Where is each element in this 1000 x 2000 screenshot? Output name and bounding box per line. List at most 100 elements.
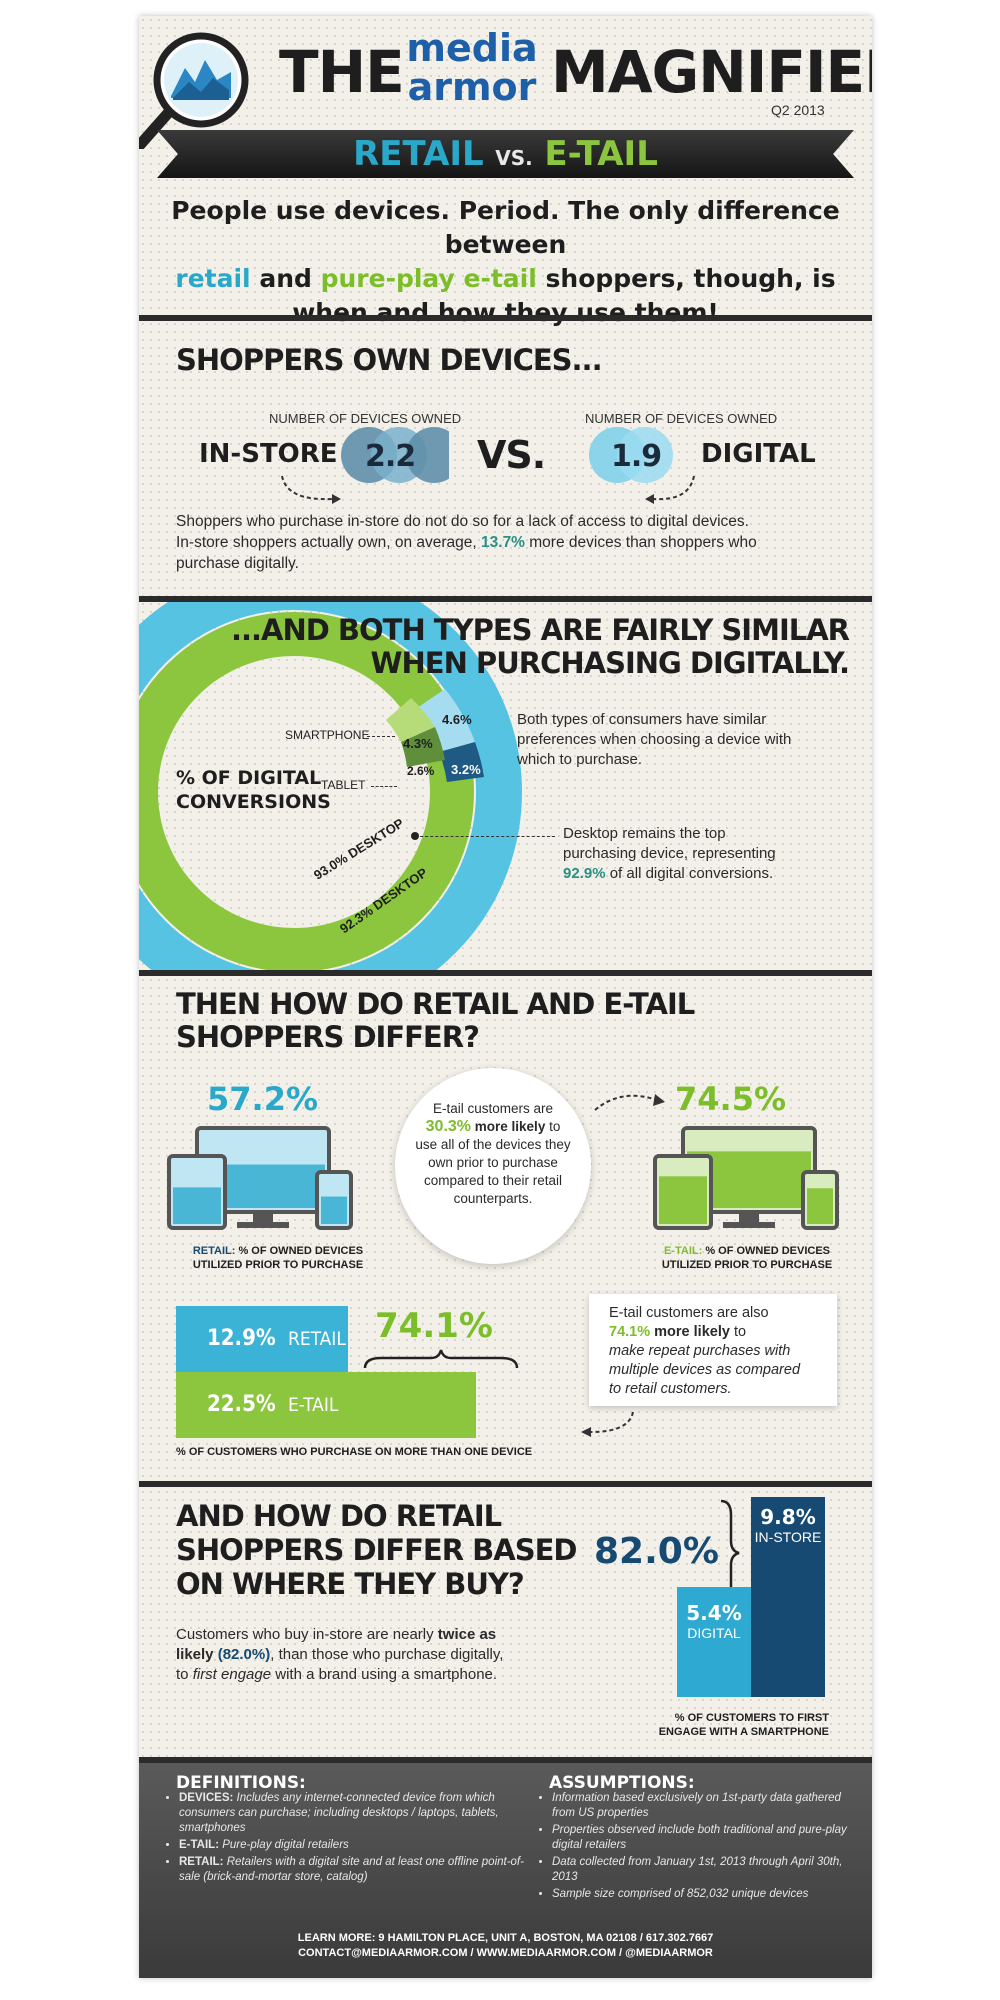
similar-heading-line-2: WHEN PURCHASING DIGITALLY. [370, 646, 851, 680]
desktop-note-2: purchasing device, representing [563, 845, 776, 862]
similar-note: Both types of consumers have similar pre… [517, 710, 847, 770]
etail-caption-b: % OF OWNED DEVICES [702, 1245, 831, 1257]
etail-bar-text: 22.5% E-TAIL [207, 1392, 338, 1417]
where-line-3: to first engage with a brand using a sma… [176, 1665, 586, 1685]
assumption-1: Information based exclusively on 1st-par… [552, 1791, 852, 1821]
repeat-pct: 74.1% [609, 1324, 651, 1340]
retail-devices-icon [167, 1126, 353, 1230]
differ-heading-2: SHOPPERS DIFFER? [176, 1020, 480, 1054]
outer-smartphone-value: 4.6% [442, 712, 472, 727]
retail-caption-b: % OF OWNED DEVICES [235, 1245, 364, 1257]
desktop-note-3: 92.9% of all digital conversions. [563, 864, 853, 884]
devices-text-2a: In-store shoppers actually own, on avera… [176, 534, 482, 551]
devices-text: Shoppers who purchase in-store do not do… [176, 511, 826, 574]
circle-line-3: use all of the devices they [415, 1137, 571, 1152]
devices-text-line-3: purchase digitally. [176, 555, 299, 572]
def-etail: E-TAIL: Pure-play digital retailers [179, 1838, 529, 1853]
definitions-title: DEFINITIONS: [176, 1773, 306, 1793]
learn-more: LEARN MORE: 9 HAMILTON PLACE, UNIT A, BO… [139, 1931, 872, 1961]
where-3b: first engage [192, 1666, 272, 1683]
assumption-3: Data collected from January 1st, 2013 th… [552, 1855, 852, 1885]
circle-to: to [545, 1119, 561, 1134]
infographic-poster: THE media armor MAGNIFIER Q2 2013 RETAIL… [139, 16, 872, 1978]
divider-4 [139, 1481, 872, 1487]
differ-heading: THEN HOW DO RETAIL AND E-TAIL SHOPPERS D… [176, 988, 695, 1054]
repeat-bold: more likely [650, 1324, 730, 1340]
outer-ring [139, 602, 522, 970]
desktop-leader [415, 836, 555, 837]
bar-difference: 74.1% [375, 1306, 493, 1346]
conversions-label: % OF DIGITAL CONVERSIONS [176, 766, 331, 814]
learn-more-address: LEARN MORE: 9 HAMILTON PLACE, UNIT A, BO… [297, 1932, 714, 1944]
digital-label: DIGITAL [701, 439, 816, 469]
desktop-note: Desktop remains the top purchasing devic… [563, 824, 853, 884]
circle-line-6: counterparts. [453, 1191, 533, 1206]
smartphone-leader [367, 736, 395, 737]
where-line-2: likely (82.0%), than those who purchase … [176, 1645, 586, 1665]
intro-line-1: People use devices. Period. The only dif… [171, 196, 840, 259]
banner-etail: E-TAIL [544, 134, 658, 174]
instore-value: 2.2 [365, 439, 416, 474]
tablet-label: TABLET [321, 778, 366, 792]
where-caption-2: ENGAGE WITH A SMARTPHONE [658, 1726, 829, 1738]
circle-line-1: E-tail customers are [432, 1101, 554, 1116]
likely-circle [395, 1068, 591, 1264]
assumption-2: Properties observed include both traditi… [552, 1823, 852, 1853]
intro-retail: retail [175, 264, 251, 293]
similar-heading: ...AND BOTH TYPES ARE FAIRLY SIMILAR WHE… [139, 613, 851, 680]
where-caption: % OF CUSTOMERS TO FIRST ENGAGE WITH A SM… [629, 1711, 829, 1739]
digital-num-label: NUMBER OF DEVICES OWNED [585, 411, 778, 426]
devices-text-line-1: Shoppers who purchase in-store do not do… [176, 513, 749, 530]
where-heading: AND HOW DO RETAIL SHOPPERS DIFFER BASED … [176, 1499, 577, 1601]
divider-1 [139, 315, 872, 321]
desktop-pct: 92.9% [563, 865, 606, 882]
where-text: Customers who buy in-store are nearly tw… [176, 1625, 586, 1685]
retail-caption-a: RETAIL: [192, 1245, 236, 1257]
brand-word-armor: armor [407, 65, 537, 109]
inner-ring [139, 612, 474, 970]
devices-text-line-2: In-store shoppers actually own, on avera… [176, 532, 826, 553]
circle-pct: 30.3% [425, 1118, 472, 1135]
where-section: AND HOW DO RETAIL SHOPPERS DIFFER BASED … [139, 1487, 872, 1757]
retail-caption-2: UTILIZED PRIOR TO PURCHASE [192, 1259, 364, 1271]
where-line-1: Customers who buy in-store are nearly tw… [176, 1625, 586, 1645]
digital-bar-label: DIGITAL [687, 1624, 741, 1641]
divider-5 [139, 1757, 872, 1763]
repeat-line-2: 74.1% more likely to [609, 1323, 829, 1342]
title-the: THE [279, 38, 405, 106]
retail-bar-label: RETAIL [287, 1328, 346, 1350]
retail-pct: 57.2% [207, 1080, 319, 1118]
instore-bar-value: 9.8% [760, 1505, 816, 1529]
differ-section: THEN HOW DO RETAIL AND E-TAIL SHOPPERS D… [139, 976, 872, 1481]
digital-value: 1.9 [611, 439, 662, 474]
def-retail: RETAIL: Retailers with a digital site an… [179, 1855, 529, 1885]
bar-caption: % OF CUSTOMERS WHO PURCHASE ON MORE THAN… [176, 1446, 533, 1458]
repeat-arrow-icon [581, 1411, 634, 1437]
similar-heading-line-1: ...AND BOTH TYPES ARE FAIRLY SIMILAR [230, 613, 850, 647]
digital-devices-bubbles [589, 427, 673, 483]
retail-bar-value: 12.9% [207, 1326, 276, 1351]
devices-heading: SHOPPERS OWN DEVICES... [176, 343, 603, 377]
instore-bar-text: 9.8% IN-STORE [753, 1505, 823, 1545]
etail-caption: E-TAIL: % OF OWNED DEVICES UTILIZED PRIO… [647, 1244, 847, 1272]
where-heading-3: ON WHERE THEY BUY? [176, 1567, 525, 1601]
circle-line-4: own prior to purchase [428, 1155, 558, 1170]
repeat-line-3: make repeat purchases with [609, 1343, 791, 1359]
desktop-note-3b: of all digital conversions. [605, 865, 774, 882]
divider-2 [139, 596, 872, 602]
where-1a: Customers who buy in-store are nearly [176, 1626, 438, 1643]
outer-tablet-value: 3.2% [451, 762, 481, 777]
similar-note-2: preferences when choosing a device with [517, 731, 792, 748]
repeat-box [589, 1294, 837, 1406]
banner-retail: RETAIL [353, 134, 484, 174]
etail-bar-value: 22.5% [207, 1392, 276, 1417]
likely-circle-text: E-tail customers are 30.3% more likely t… [401, 1100, 585, 1208]
digital-bar-text: 5.4% DIGITAL [679, 1601, 749, 1641]
assumptions-title: ASSUMPTIONS: [549, 1773, 695, 1793]
def-devices-term: DEVICES: [179, 1792, 234, 1804]
where-2a: likely [176, 1646, 214, 1663]
etail-caption-2: UTILIZED PRIOR TO PURCHASE [661, 1259, 833, 1271]
repeat-to: to [729, 1324, 747, 1340]
circle-line-5: compared to their retail [423, 1173, 563, 1188]
inner-smartphone-value: 4.3% [403, 736, 433, 751]
